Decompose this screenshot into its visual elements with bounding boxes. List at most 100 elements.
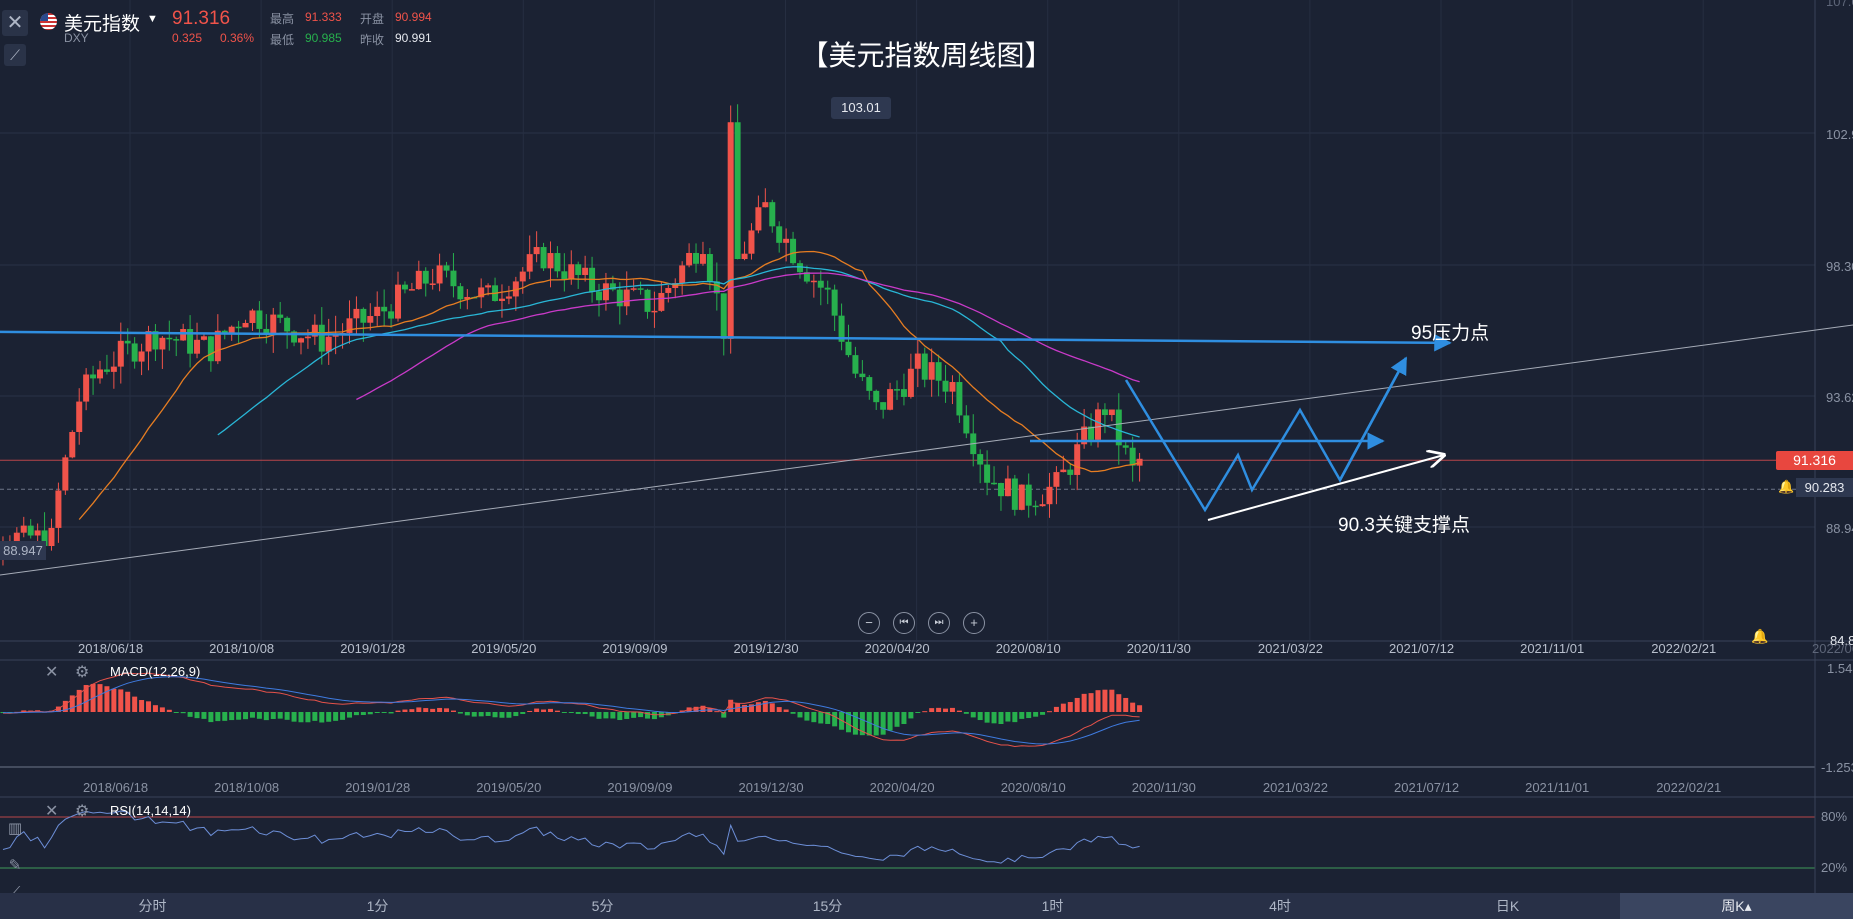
macd-bar	[360, 712, 366, 715]
macd-bar	[284, 712, 290, 720]
candle	[346, 318, 353, 333]
macd-bar	[416, 707, 422, 712]
macd-x-axis-label: 2018/10/08	[214, 780, 280, 795]
tab-4h[interactable]: 4时	[1269, 898, 1291, 914]
macd-bar	[769, 703, 775, 712]
macd-bar	[492, 712, 498, 718]
tab-daily[interactable]: 日K	[1495, 898, 1520, 914]
macd-x-axis-label: 2020/11/30	[1131, 780, 1196, 795]
candle	[1039, 504, 1046, 507]
macd-bar	[249, 712, 255, 718]
macd-bar	[977, 712, 983, 721]
macd-bar	[1095, 690, 1101, 712]
high-value: 91.333	[305, 10, 342, 24]
candle	[360, 308, 367, 323]
candle	[388, 311, 395, 319]
candle	[1136, 458, 1143, 466]
ma-magenta-line	[356, 272, 1140, 401]
macd-bar	[1033, 712, 1039, 717]
macd-bar	[291, 712, 297, 722]
scroll-end-button[interactable]: ⏭	[928, 612, 950, 634]
candle	[997, 482, 1004, 497]
line-tool-icon[interactable]: ⟋	[2, 880, 28, 906]
macd-bar	[859, 712, 865, 736]
candlestick-series	[0, 104, 1143, 566]
candle	[894, 389, 901, 391]
close-icon[interactable]: ✕	[2, 10, 28, 36]
candle	[928, 362, 935, 380]
candle	[110, 366, 117, 372]
macd-bar	[111, 688, 117, 712]
tab-weekly[interactable]: 周K▴	[1620, 893, 1853, 919]
candle	[776, 226, 783, 243]
x-axis-label: 2018/06/18	[78, 641, 144, 656]
candle	[1122, 445, 1129, 448]
macd-bar	[367, 712, 373, 715]
macd-bar	[450, 710, 456, 712]
macd-bar	[534, 708, 540, 712]
zoom-out-button[interactable]: −	[858, 612, 880, 634]
tab-5min[interactable]: 5分	[591, 898, 614, 914]
candle	[249, 310, 256, 323]
x-axis-label: 2020/04/20	[864, 641, 930, 656]
candle	[408, 289, 415, 291]
candle	[318, 324, 325, 352]
macd-bar	[651, 712, 657, 720]
tab-15min[interactable]: 15分	[812, 898, 843, 914]
macd-bar	[430, 708, 436, 712]
candle	[630, 288, 637, 290]
macd-bar	[804, 712, 810, 721]
candle	[1011, 478, 1018, 510]
macd-bar	[714, 711, 720, 713]
macd-bar	[527, 710, 533, 712]
candle	[790, 238, 797, 264]
chevron-down-icon[interactable]: ▼	[147, 13, 158, 25]
candle	[436, 265, 443, 284]
candle	[284, 317, 291, 332]
close-icon[interactable]: ✕	[45, 803, 59, 820]
candle	[977, 454, 984, 465]
price-change: 0.325	[172, 31, 203, 45]
tab-1min[interactable]: 1分	[366, 898, 389, 914]
x-axis-label: 2018/10/08	[209, 641, 275, 656]
macd-bar	[617, 712, 623, 721]
scroll-start-button[interactable]: ⏮	[893, 612, 915, 634]
candle	[117, 340, 124, 367]
candle	[1095, 409, 1101, 440]
macd-bar	[236, 712, 242, 720]
macd-bar	[568, 712, 574, 713]
settings-icon[interactable]: ⚙	[75, 803, 90, 820]
tab-1h[interactable]: 1时	[1041, 898, 1064, 914]
candle	[686, 252, 693, 266]
candle	[949, 382, 956, 392]
tab-timeshare[interactable]: 分时	[138, 898, 167, 914]
price-label-top: 107.641	[1826, 0, 1853, 9]
macd-bar	[575, 712, 581, 714]
candle	[270, 314, 277, 335]
macd-x-axis-label: 2020/08/10	[1000, 780, 1066, 795]
settings-icon[interactable]: ⚙	[75, 664, 90, 681]
macd-bar	[956, 710, 962, 712]
high-label: 最高	[270, 12, 295, 26]
symbol-name[interactable]: 美元指数	[64, 14, 141, 35]
macd-bar	[880, 712, 886, 735]
candle	[810, 280, 817, 283]
macd-bar	[603, 712, 609, 719]
bell-icon[interactable]: 🔔	[1778, 479, 1795, 494]
candle	[263, 328, 270, 335]
macd-x-axis-label: 2019/05/20	[476, 780, 542, 795]
macd-bar	[180, 712, 186, 714]
zoom-in-button[interactable]: +	[963, 612, 985, 634]
candle	[138, 351, 145, 362]
alarm-icon[interactable]: 🔔	[1751, 628, 1769, 644]
pen-icon[interactable]: ✎	[8, 857, 22, 874]
candle	[727, 122, 734, 339]
draw-tool-icon[interactable]: ⟋	[4, 44, 26, 66]
close-icon[interactable]: ✕	[45, 664, 59, 681]
macd-bar	[873, 712, 879, 736]
rsi-line	[2, 810, 1140, 864]
macd-bar	[381, 712, 387, 713]
indicator-icon[interactable]: ▥	[7, 820, 23, 837]
macd-bar	[755, 702, 761, 712]
